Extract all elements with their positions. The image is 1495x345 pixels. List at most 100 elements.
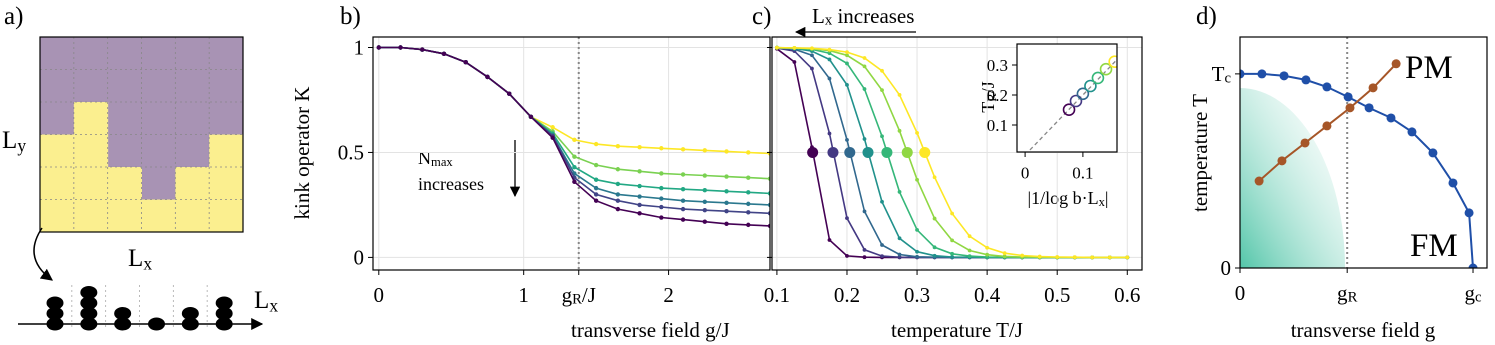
point [1084, 79, 1097, 93]
point [1468, 263, 1478, 268]
point [593, 185, 599, 191]
point [810, 46, 814, 51]
point [1428, 148, 1438, 158]
point [702, 173, 707, 178]
reference-line [1027, 58, 1117, 152]
point [637, 202, 642, 208]
point [967, 234, 972, 239]
point [680, 172, 686, 177]
point [572, 164, 577, 170]
point [593, 177, 599, 182]
point [845, 82, 849, 87]
inset-x-axis-label: |1/log b·L_x| [1027, 188, 1108, 209]
point [1322, 82, 1332, 92]
point [680, 147, 686, 152]
point [862, 87, 867, 91]
point [1391, 59, 1401, 69]
point [376, 45, 381, 50]
x-axis-label: temperature T/J [891, 318, 1023, 342]
inset-background [1017, 44, 1117, 152]
point [880, 254, 884, 259]
point [1125, 255, 1130, 260]
series-group [1027, 55, 1117, 152]
point [845, 254, 849, 258]
plot: 0 0.1 0.1 0.2 0.3 [987, 43, 1118, 182]
point [897, 252, 902, 257]
point [746, 201, 751, 207]
region-label: PM [1405, 50, 1453, 86]
frame [1016, 43, 1118, 153]
site [114, 307, 132, 320]
y-tick-label: 0.1 [987, 116, 1008, 135]
point [1099, 62, 1113, 76]
point [680, 186, 686, 192]
annotation: L_x increases [812, 4, 914, 28]
point [810, 53, 814, 58]
x-tick-label: 1 [518, 283, 529, 307]
axis-label: L_y [2, 127, 26, 156]
fm-region [1240, 88, 1345, 268]
y-axis-label: kink operator K [290, 87, 314, 220]
point [572, 179, 577, 185]
point [637, 145, 642, 150]
panel-label: c) [752, 3, 771, 30]
y-tick-label: 0 [354, 245, 365, 269]
point [915, 249, 919, 254]
axis-label: L_x [254, 287, 278, 316]
point [1107, 255, 1112, 260]
point [637, 183, 642, 189]
point [932, 175, 937, 180]
point [615, 143, 621, 149]
point [680, 217, 686, 222]
point [1277, 156, 1287, 166]
point [880, 88, 884, 93]
point [615, 192, 621, 197]
point [880, 243, 884, 247]
crossing-point [881, 146, 893, 158]
point [659, 185, 664, 191]
point [827, 47, 832, 52]
frame [771, 36, 1143, 271]
point [827, 57, 832, 62]
point [724, 209, 729, 214]
stack [46, 296, 64, 331]
point [746, 222, 751, 228]
frame [1239, 36, 1488, 269]
point [810, 66, 814, 71]
point [1072, 255, 1077, 260]
point [1279, 71, 1289, 81]
point [1090, 255, 1095, 260]
point [398, 45, 403, 50]
y-tick-label: T_c [1212, 62, 1232, 86]
point [862, 247, 867, 252]
point [845, 50, 849, 55]
point [845, 61, 849, 66]
point [1062, 103, 1076, 116]
panel-label: a) [4, 3, 23, 30]
point [1343, 92, 1353, 102]
point [659, 196, 664, 201]
point [950, 211, 954, 216]
point [1368, 83, 1378, 93]
point [1322, 121, 1332, 131]
x-axis-label: transverse field g/J [571, 318, 730, 342]
point [950, 255, 954, 259]
point [702, 199, 707, 204]
region-label: FM [1410, 228, 1458, 264]
frame [372, 36, 771, 271]
y-tick-label: 0.2 [987, 86, 1008, 105]
stack [181, 307, 199, 331]
point [915, 131, 919, 135]
panel-label: b) [340, 3, 361, 30]
point [659, 171, 664, 176]
y-tick-label: 0 [1221, 256, 1232, 280]
point [915, 254, 919, 259]
point [1300, 138, 1310, 148]
point [593, 198, 599, 203]
point [932, 216, 937, 221]
crossing-point [844, 146, 856, 158]
point [862, 137, 867, 141]
point [572, 137, 577, 143]
point [845, 216, 849, 221]
point [724, 189, 729, 194]
